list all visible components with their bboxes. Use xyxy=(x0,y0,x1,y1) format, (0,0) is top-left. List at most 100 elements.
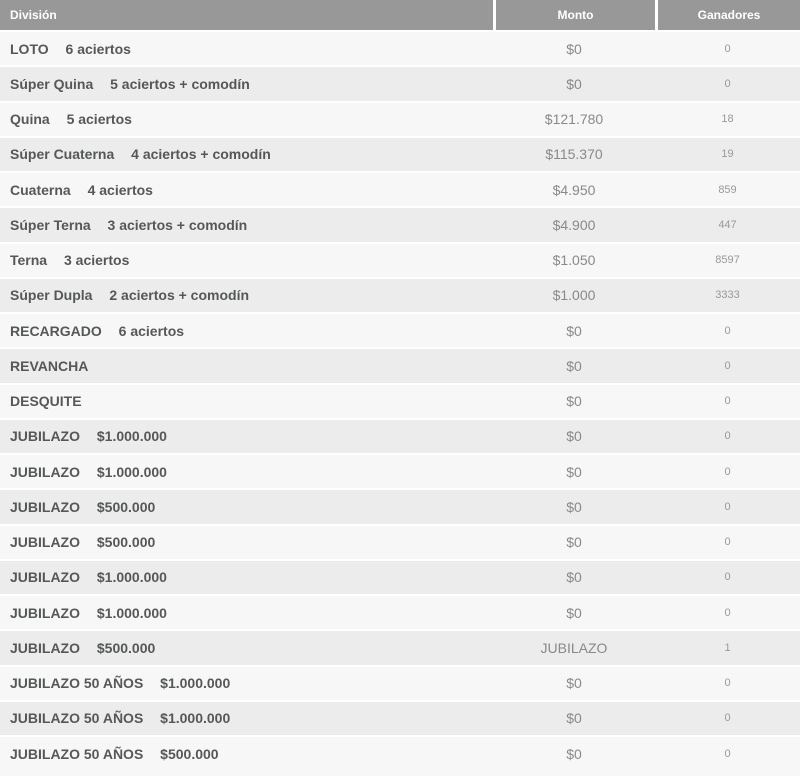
table-row: Súper Terna 3 aciertos + comodín $4.900 … xyxy=(0,206,800,242)
table-row: RECARGADO 6 aciertos $0 0 xyxy=(0,312,800,348)
division-name: JUBILAZO xyxy=(10,569,80,586)
ganadores-value: 0 xyxy=(724,395,731,408)
division-cell: JUBILAZO $500.000 xyxy=(0,640,493,656)
division-detail: $500.000 xyxy=(96,639,156,656)
ganadores-value: 8597 xyxy=(715,254,740,267)
ganadores-value: 18 xyxy=(721,113,734,126)
division-cell: LOTO 6 aciertos xyxy=(0,41,493,57)
table-header-row: División Monto Ganadores xyxy=(0,0,800,30)
table-row: DESQUITE $0 0 xyxy=(0,382,800,418)
division-name: DESQUITE xyxy=(10,393,82,410)
division-name: Cuaterna xyxy=(10,181,71,198)
division-name: JUBILAZO xyxy=(10,604,80,621)
monto-value: $0 xyxy=(566,393,582,410)
table-row: Quina 5 aciertos $121.780 18 xyxy=(0,100,800,136)
table-row: Súper Cuaterna 4 aciertos + comodín $115… xyxy=(0,135,800,171)
division-detail: $500.000 xyxy=(160,745,219,762)
table-row: JUBILAZO 50 AÑOS $1.000.000 $0 0 xyxy=(0,699,800,735)
division-detail: $1.000.000 xyxy=(160,675,231,692)
division-cell: Cuaterna 4 aciertos xyxy=(0,182,493,198)
monto-value: $0 xyxy=(566,604,582,621)
division-cell: Súper Dupla 2 aciertos + comodín xyxy=(0,287,493,303)
division-detail: 3 aciertos xyxy=(63,252,130,269)
table-row: Terna 3 aciertos $1.050 8597 xyxy=(0,241,800,277)
division-detail: 4 aciertos xyxy=(87,181,153,198)
monto-value: $0 xyxy=(566,745,582,762)
monto-value: $115.370 xyxy=(545,146,603,163)
division-name: JUBILAZO xyxy=(10,428,80,445)
division-name: Súper Terna xyxy=(10,216,91,233)
table-row: LOTO 6 aciertos $0 0 xyxy=(0,30,800,66)
table-row: JUBILAZO $1.000.000 $0 0 xyxy=(0,594,800,630)
column-header-division: División xyxy=(0,0,493,30)
division-detail: $500.000 xyxy=(96,534,156,551)
division-name: Súper Quina xyxy=(10,75,94,92)
monto-value: $0 xyxy=(566,675,582,692)
ganadores-value: 0 xyxy=(724,324,731,337)
table-row: Súper Dupla 2 aciertos + comodín $1.000 … xyxy=(0,276,800,312)
ganadores-value: 0 xyxy=(724,465,731,478)
division-detail: 3 aciertos + comodín xyxy=(107,216,248,233)
monto-value: $1.000 xyxy=(552,287,596,304)
division-cell: Quina 5 aciertos xyxy=(0,111,493,127)
ganadores-value: 0 xyxy=(724,747,731,760)
ganadores-value: 0 xyxy=(724,606,731,619)
ganadores-value: 19 xyxy=(721,148,734,161)
division-name: JUBILAZO 50 AÑOS xyxy=(10,710,144,727)
division-cell: JUBILAZO $1.000.000 xyxy=(0,428,493,444)
division-cell: REVANCHA xyxy=(0,358,493,374)
ganadores-value: 859 xyxy=(718,183,737,196)
monto-value: JUBILAZO xyxy=(540,639,608,656)
ganadores-value: 0 xyxy=(724,359,731,372)
division-detail: $500.000 xyxy=(96,498,156,515)
division-cell: RECARGADO 6 aciertos xyxy=(0,323,493,339)
division-cell: JUBILAZO $1.000.000 xyxy=(0,569,493,585)
monto-value: $0 xyxy=(566,534,582,551)
division-cell: JUBILAZO $500.000 xyxy=(0,534,493,550)
monto-value: $0 xyxy=(566,322,582,339)
division-name: Terna xyxy=(10,252,48,269)
division-detail: 5 aciertos + comodín xyxy=(110,75,250,92)
table-row: Cuaterna 4 aciertos $4.950 859 xyxy=(0,171,800,207)
ganadores-value: 3333 xyxy=(715,289,740,302)
monto-value: $121.780 xyxy=(544,111,604,128)
division-name: REVANCHA xyxy=(10,357,89,374)
monto-value: $0 xyxy=(566,40,582,57)
column-header-monto: Monto xyxy=(493,0,655,30)
table-row: JUBILAZO $500.000 JUBILAZO 1 xyxy=(0,629,800,665)
monto-value: $0 xyxy=(566,710,582,727)
division-name: RECARGADO xyxy=(10,322,102,339)
division-cell: Súper Terna 3 aciertos + comodín xyxy=(0,217,493,233)
division-name: JUBILAZO 50 AÑOS xyxy=(10,675,144,692)
ganadores-value: 447 xyxy=(718,218,737,231)
monto-value: $0 xyxy=(566,428,582,445)
table-row: JUBILAZO $1.000.000 $0 0 xyxy=(0,558,800,594)
division-cell: JUBILAZO $500.000 xyxy=(0,499,493,515)
monto-value: $0 xyxy=(566,75,582,92)
ganadores-value: 0 xyxy=(724,712,731,725)
monto-value: $0 xyxy=(566,498,582,515)
division-name: JUBILAZO xyxy=(10,498,80,515)
division-detail: $1.000.000 xyxy=(96,428,167,445)
division-detail: 6 aciertos xyxy=(118,322,185,339)
monto-value: $4.900 xyxy=(552,216,596,233)
monto-value: $0 xyxy=(566,463,582,480)
division-name: JUBILAZO 50 AÑOS xyxy=(10,745,144,762)
division-name: JUBILAZO xyxy=(10,534,80,551)
ganadores-value: 0 xyxy=(724,42,731,55)
division-detail: $1.000.000 xyxy=(96,604,167,621)
division-name: JUBILAZO xyxy=(10,639,80,656)
division-name: Súper Dupla xyxy=(10,287,93,304)
table-row: REVANCHA $0 0 xyxy=(0,347,800,383)
division-detail: $1.000.000 xyxy=(160,710,231,727)
ganadores-value: 0 xyxy=(724,677,731,690)
division-detail: 2 aciertos + comodín xyxy=(109,287,250,304)
division-detail: 4 aciertos + comodín xyxy=(131,146,271,163)
table-body: LOTO 6 aciertos $0 0 Súper Quina 5 acier… xyxy=(0,30,800,771)
division-cell: JUBILAZO 50 AÑOS $500.000 xyxy=(0,746,493,762)
division-detail: $1.000.000 xyxy=(96,463,167,480)
table-row: JUBILAZO $1.000.000 $0 0 xyxy=(0,417,800,453)
division-cell: Súper Cuaterna 4 aciertos + comodín xyxy=(0,146,493,162)
division-detail: $1.000.000 xyxy=(96,569,167,586)
division-name: LOTO xyxy=(10,40,49,57)
